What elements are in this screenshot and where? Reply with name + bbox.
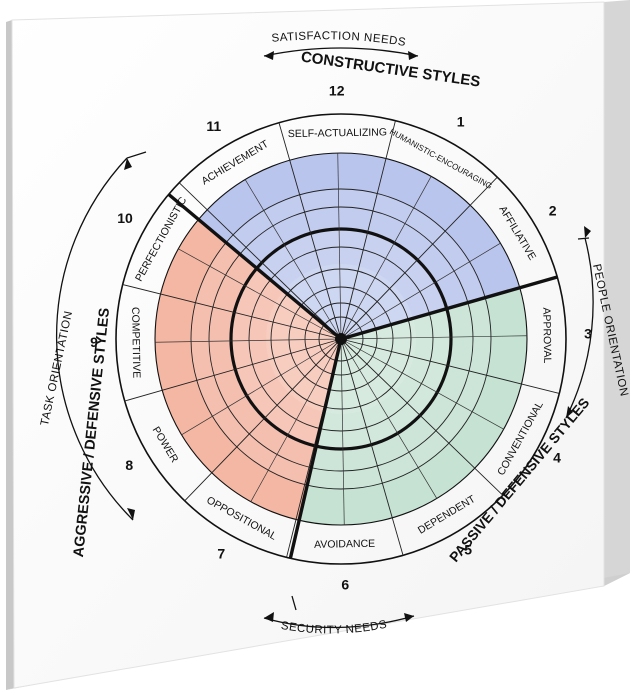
center-dot <box>335 333 347 345</box>
grid-ring <box>270 268 412 410</box>
arrowhead-icon <box>566 406 573 418</box>
sector-number: 12 <box>329 83 345 99</box>
outer-arcs <box>55 47 594 629</box>
sector-number: 4 <box>553 449 561 465</box>
grid-spoke <box>181 338 342 436</box>
cluster-sectors <box>155 153 527 525</box>
arrowhead-icon <box>264 51 274 60</box>
grid-spoke <box>340 338 504 430</box>
satisfaction-arc <box>263 47 419 57</box>
sector-number: 3 <box>584 325 592 341</box>
grid-spoke <box>178 248 342 340</box>
sector-number: 6 <box>341 577 349 593</box>
board-left-edge <box>6 20 14 690</box>
sector-divider <box>184 338 342 502</box>
arrowhead-icon <box>127 508 135 520</box>
grid-spokes <box>122 120 560 559</box>
sector-divider <box>340 338 404 556</box>
sector-number: 8 <box>125 457 133 473</box>
grid-spoke <box>337 153 342 340</box>
sector-divider <box>124 338 342 402</box>
arc-arrowheads <box>124 51 591 622</box>
grid-spoke <box>340 335 527 340</box>
grid-ring <box>190 188 492 490</box>
sector-divider <box>340 176 498 340</box>
sector-number: 11 <box>206 118 221 134</box>
sector-divider <box>278 122 342 340</box>
outer-ring <box>115 113 567 565</box>
cluster-boundary <box>167 193 343 341</box>
grid-spoke <box>340 242 501 340</box>
grid-spoke <box>340 338 345 525</box>
sector-divider <box>340 120 396 340</box>
grid-ring <box>304 302 378 376</box>
grid-spoke <box>340 176 432 340</box>
grid-rings <box>115 113 567 565</box>
grid-ring <box>318 316 364 362</box>
grid-ring <box>248 246 434 432</box>
grid-ring <box>288 286 394 392</box>
cluster-boundary-tick-right <box>577 237 590 240</box>
arrowhead-icon <box>404 613 414 622</box>
sector-number: 5 <box>464 541 472 557</box>
sector-number: 9 <box>90 334 98 350</box>
cluster-boundary <box>288 338 343 559</box>
label-band-ring <box>154 152 528 526</box>
arrowhead-icon <box>124 158 132 170</box>
sector-divider <box>340 338 504 496</box>
board-right-edge <box>604 0 630 586</box>
arrowhead-icon <box>584 226 591 238</box>
cluster-boundary-tick-left <box>126 151 147 159</box>
cluster-boundary <box>340 275 558 341</box>
arrowhead-icon <box>264 612 274 622</box>
sector-divider <box>178 182 342 340</box>
aggressive-sector <box>155 219 341 521</box>
cluster-boundary-tick-bottom <box>291 595 297 611</box>
sector-number: 2 <box>549 203 557 219</box>
grid-spoke <box>244 179 342 340</box>
sector-label: APPROVAL <box>540 307 553 363</box>
sector-label: SELF-ACTUALIZING <box>288 126 387 140</box>
grid-spoke <box>250 338 342 502</box>
sector-number: 10 <box>117 210 133 226</box>
grid-spoke <box>340 338 438 499</box>
task-orientation-arc <box>55 157 134 521</box>
sector-label: AVOIDANCE <box>314 538 375 551</box>
arrowhead-icon <box>408 51 418 60</box>
grid-spoke <box>155 338 342 343</box>
sector-number: 7 <box>217 546 225 562</box>
sector-label: COMPETITIVE <box>129 307 142 378</box>
people-orientation-arc <box>565 237 594 419</box>
sector-number: 1 <box>457 114 465 130</box>
grid-ring <box>208 206 474 472</box>
sector-divider <box>340 338 560 394</box>
sector-divider <box>122 284 342 340</box>
security-arc <box>263 615 415 629</box>
fiftieth-percentile-ring <box>229 227 453 451</box>
